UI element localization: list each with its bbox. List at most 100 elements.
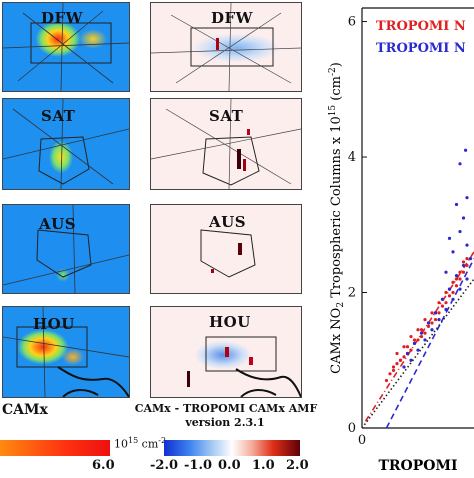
map-label-diff-hou: HOU bbox=[209, 313, 251, 331]
data-point bbox=[427, 321, 430, 324]
data-point bbox=[437, 311, 440, 314]
y-tick-label: 0 bbox=[348, 421, 356, 436]
x-axis-label: TROPOMI bbox=[378, 458, 457, 474]
data-point bbox=[451, 291, 454, 294]
data-point bbox=[434, 311, 437, 314]
data-point bbox=[430, 328, 433, 331]
data-point bbox=[469, 257, 472, 260]
y-axis-label-part: CAMx NO bbox=[329, 308, 344, 374]
data-point bbox=[455, 203, 458, 206]
data-point bbox=[462, 216, 465, 219]
map-diff-hou: HOU bbox=[150, 306, 302, 398]
colorbar-diff-tick-label: -1.0 bbox=[184, 458, 212, 473]
data-point bbox=[399, 359, 402, 362]
data-point bbox=[420, 328, 423, 331]
unit-base: 10 bbox=[114, 438, 128, 451]
data-point bbox=[392, 365, 395, 368]
data-point bbox=[406, 345, 409, 348]
colorbar-diff-tick-label: 1.0 bbox=[252, 458, 275, 473]
data-point bbox=[455, 274, 458, 277]
data-point bbox=[437, 318, 440, 321]
data-point bbox=[458, 230, 461, 233]
colorbar-camx bbox=[0, 440, 110, 456]
data-point bbox=[427, 325, 430, 328]
data-point bbox=[458, 277, 461, 280]
data-point bbox=[434, 318, 437, 321]
caption-diff-line1: CAMx - TROPOMI CAMx AMF bbox=[128, 402, 324, 415]
data-point bbox=[416, 338, 419, 341]
data-point bbox=[458, 162, 461, 165]
data-point bbox=[416, 348, 419, 351]
data-point bbox=[458, 288, 461, 291]
data-point bbox=[458, 271, 461, 274]
caption-diff-line2: version 2.3.1 bbox=[150, 416, 300, 429]
y-axis-label-part: Tropospheric Columns x 10 bbox=[329, 116, 344, 302]
data-point bbox=[462, 264, 465, 267]
data-point bbox=[385, 379, 388, 382]
data-point bbox=[413, 342, 416, 345]
map-label-diff-aus: AUS bbox=[209, 213, 246, 231]
colorbar-camx-unit: 1015 cm-2 bbox=[114, 436, 166, 451]
map-camx-aus: AUS bbox=[2, 204, 130, 294]
data-point bbox=[444, 291, 447, 294]
data-point bbox=[413, 338, 416, 341]
y-axis-label-part: 15 bbox=[328, 105, 338, 117]
data-point bbox=[388, 372, 391, 375]
data-point bbox=[465, 257, 468, 260]
y-axis-label: CAMx NO2 Tropospheric Columns x 1015 (cm… bbox=[328, 62, 346, 374]
data-point bbox=[395, 362, 398, 365]
data-point bbox=[395, 352, 398, 355]
data-point bbox=[423, 332, 426, 335]
data-point bbox=[455, 277, 458, 280]
data-point bbox=[392, 369, 395, 372]
unit-tail: cm bbox=[138, 438, 158, 451]
data-point bbox=[402, 355, 405, 358]
data-point bbox=[444, 301, 447, 304]
colorbar-diff-tick-label: 2.0 bbox=[286, 458, 309, 473]
map-diff-dfw: DFW bbox=[150, 2, 302, 92]
fit-line bbox=[366, 252, 474, 421]
data-point bbox=[441, 298, 444, 301]
data-point bbox=[437, 301, 440, 304]
data-point bbox=[464, 149, 467, 152]
y-axis-label-part: ) bbox=[329, 62, 344, 67]
colorbar-diff-tick-label: -2.0 bbox=[150, 458, 178, 473]
data-point bbox=[420, 332, 423, 335]
data-point bbox=[423, 338, 426, 341]
data-point bbox=[465, 243, 468, 246]
colorbar-diff-tick-label: 0.0 bbox=[218, 458, 241, 473]
y-tick-label: 2 bbox=[348, 286, 356, 301]
data-point bbox=[451, 298, 454, 301]
map-diff-aus: AUS bbox=[150, 204, 302, 294]
data-point bbox=[430, 311, 433, 314]
caption-camx: CAMx bbox=[2, 402, 92, 418]
map-camx-sat: SAT bbox=[2, 98, 130, 190]
fit-line bbox=[362, 279, 474, 428]
data-point bbox=[451, 250, 454, 253]
y-axis-label-part: -2 bbox=[328, 67, 338, 76]
data-point bbox=[448, 288, 451, 291]
data-point bbox=[416, 328, 419, 331]
map-camx-dfw: DFW bbox=[2, 2, 130, 92]
data-point bbox=[409, 359, 412, 362]
map-label-diff-sat: SAT bbox=[209, 107, 243, 125]
map-label-camx-sat: SAT bbox=[41, 107, 75, 125]
data-point bbox=[402, 365, 405, 368]
y-tick-label: 4 bbox=[348, 150, 356, 165]
map-camx-hou: HOU bbox=[2, 306, 130, 398]
data-point bbox=[451, 281, 454, 284]
map-label-diff-dfw: DFW bbox=[211, 9, 253, 27]
fit-line bbox=[387, 259, 474, 428]
data-point bbox=[448, 237, 451, 240]
data-point bbox=[444, 308, 447, 311]
data-point bbox=[465, 277, 468, 280]
data-point bbox=[402, 345, 405, 348]
map-label-camx-aus: AUS bbox=[39, 215, 76, 233]
colorbar-diff bbox=[164, 440, 300, 456]
data-point bbox=[448, 294, 451, 297]
map-label-camx-hou: HOU bbox=[33, 315, 75, 333]
data-point bbox=[409, 348, 412, 351]
data-point bbox=[444, 271, 447, 274]
data-point bbox=[420, 335, 423, 338]
